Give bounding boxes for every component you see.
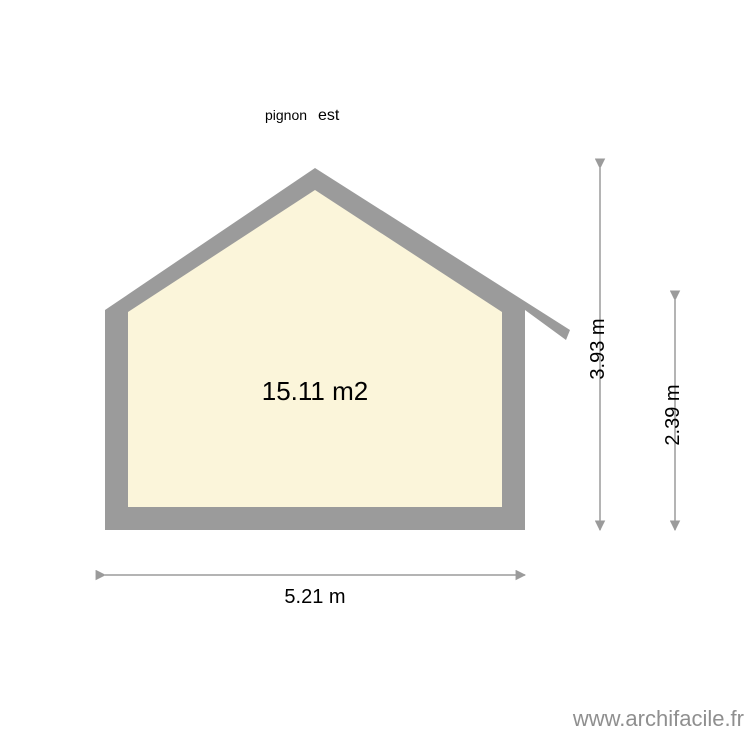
- gable-diagram: pignon est 15.11 m2 5.21 m 3.93 m 2.39 m: [0, 0, 750, 750]
- title-label-bold: est: [318, 107, 340, 124]
- title-label-small: pignon: [265, 107, 307, 123]
- watermark: www.archifacile.fr: [573, 706, 744, 732]
- area-label: 15.11 m2: [262, 376, 368, 406]
- dim-height-wall-label: 2.39 m: [662, 384, 684, 445]
- house-fill: [128, 190, 502, 507]
- dim-width-label: 5.21 m: [284, 586, 345, 608]
- dim-height-total-label: 3.93 m: [587, 318, 609, 379]
